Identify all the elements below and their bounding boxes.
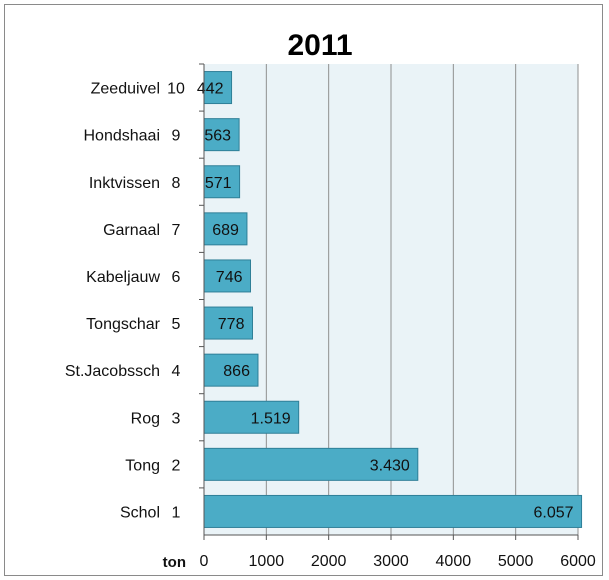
rank-label: 8 [172,175,181,192]
chart-title: 2011 [287,29,352,62]
rank-label: 1 [172,504,181,521]
rank-label: 2 [172,457,181,474]
x-tick-label: 1000 [249,553,285,570]
x-tick-label: 5000 [498,553,534,570]
bar [203,165,241,199]
rank-label: 4 [172,363,181,380]
axes [199,63,578,536]
data-label: 746 [216,269,243,286]
category-label: Tong [125,457,160,474]
data-label: 689 [212,222,239,239]
bar [203,494,583,528]
category-label: Schol [120,504,160,521]
bar [203,118,240,152]
rank-label: 7 [172,222,181,239]
bar [203,400,300,434]
category-label: Kabeljauw [86,269,160,286]
rank-label: 6 [172,269,181,286]
category-label: St.Jacobssch [65,363,160,380]
data-label: 866 [223,363,250,380]
bar [203,353,259,387]
category-labels: Zeeduivel 10 Hondshaai 9 Inktvissen 8 Garnaal 7… [65,81,185,522]
category-label: Garnaal [103,222,160,239]
bar [203,306,253,340]
data-label: 1.519 [251,410,291,427]
x-tick-label: 6000 [560,553,596,570]
category-label: Inktvissen [89,175,160,192]
data-label: 563 [204,128,231,145]
x-tick-label: 4000 [436,553,472,570]
data-label: 6.057 [534,504,574,521]
category-label: Hondshaai [84,128,161,145]
rank-label: 9 [172,128,181,145]
bar [203,447,419,481]
bar [203,71,233,105]
x-tick-labels: 0 1000 2000 3000 4000 5000 6000 [200,553,596,570]
data-label: 571 [205,175,232,192]
bars: 442 563 571 689 746 778 866 1.519 3.430 6.057 [197,71,583,528]
rank-label: 5 [172,316,181,333]
rank-label: 10 [167,81,185,98]
data-label: 442 [197,81,224,98]
x-tick-label: 2000 [311,553,347,570]
x-tick-label: 0 [200,553,209,570]
x-axis-label: ton [163,554,186,571]
data-label: 3.430 [370,457,410,474]
rank-label: 3 [172,410,181,427]
category-label: Tongschar [86,316,160,333]
bar [203,259,252,293]
data-label: 778 [218,316,245,333]
category-label: Zeeduivel [91,81,160,98]
bar [203,212,248,246]
x-tick-label: 3000 [373,553,409,570]
category-label: Rog [131,410,160,427]
